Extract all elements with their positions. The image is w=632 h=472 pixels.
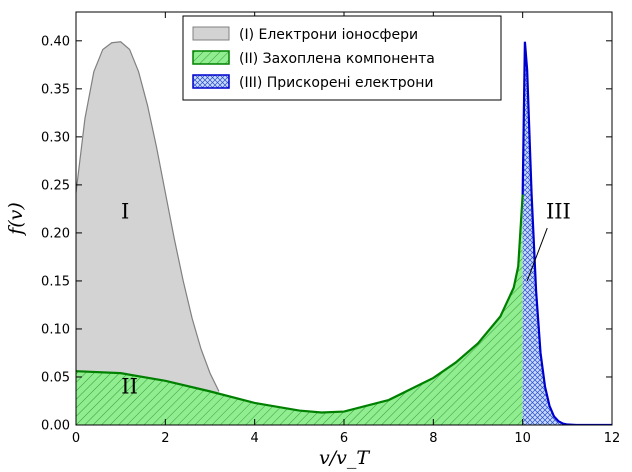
y-tick-label: 0.25 (41, 178, 70, 193)
x-tick-label: 0 (72, 431, 80, 446)
x-tick-label: 2 (161, 431, 169, 446)
curve-region-i (76, 41, 220, 392)
legend-swatch (192, 26, 230, 41)
x-axis: 0 2 4 6 8 10 12 (72, 12, 620, 446)
y-axis-label: f(v) (5, 202, 27, 237)
legend-label: (III) Прискорені електрони (239, 75, 433, 91)
x-axis-label: v/v_T (319, 447, 370, 469)
y-tick-label: 0.30 (41, 130, 70, 145)
legend-swatch (192, 50, 230, 65)
y-tick-label: 0.05 (41, 370, 70, 385)
region-iii-pointer (526, 227, 548, 282)
area-region-i (76, 41, 219, 425)
x-tick-label: 12 (604, 431, 621, 446)
legend-label: (I) Електрони іоносфери (239, 27, 418, 43)
curve-region-ii (76, 194, 524, 414)
legend-swatch (192, 74, 230, 89)
x-tick-label: 8 (429, 431, 437, 446)
area-region-iii (522, 41, 612, 425)
legend: (I) Електрони іоносфери (II) Захоплена ко… (182, 15, 502, 101)
x-tick-label: 4 (251, 431, 259, 446)
area-region-ii (76, 194, 523, 425)
y-axis: 0.00 0.05 0.10 0.15 0.20 0.25 0.30 0.35 0.40 (41, 34, 612, 434)
legend-box (182, 15, 502, 101)
y-tick-label: 0.35 (41, 82, 70, 97)
legend-label: (II) Захоплена компонента (239, 51, 435, 67)
region-label-ii: II (121, 374, 138, 398)
y-tick-label: 0.40 (41, 34, 70, 49)
x-tick-label: 6 (340, 431, 348, 446)
x-tick-label: 10 (514, 431, 531, 446)
region-label-i: I (121, 200, 129, 224)
y-tick-label: 0.15 (41, 274, 70, 289)
y-tick-label: 0.20 (41, 226, 70, 241)
y-tick-label: 0.10 (41, 322, 70, 337)
y-tick-label: 0.00 (41, 419, 70, 434)
region-label-iii: III (546, 200, 571, 224)
areas (76, 41, 612, 425)
